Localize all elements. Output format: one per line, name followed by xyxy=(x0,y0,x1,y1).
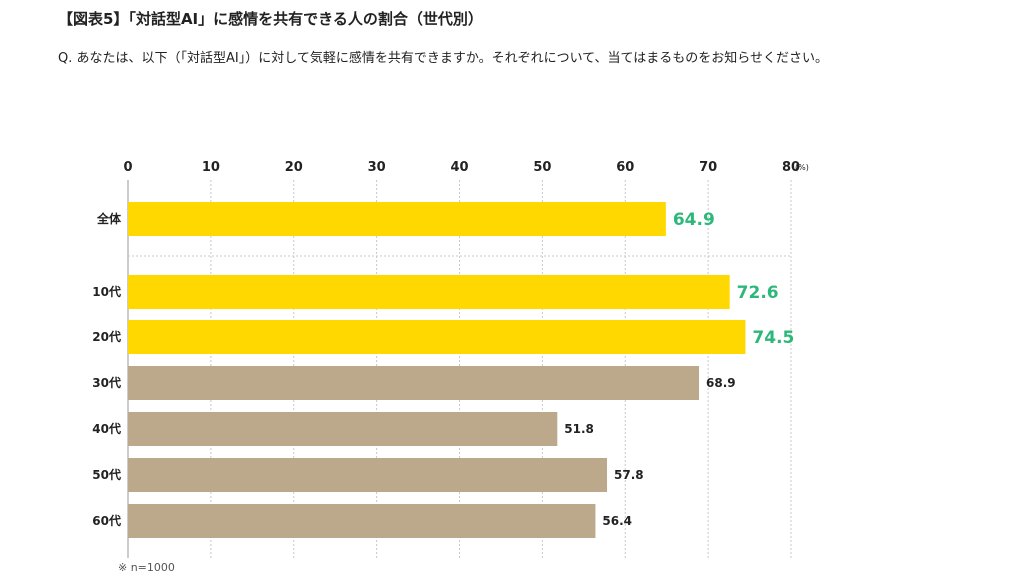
bar xyxy=(128,275,730,309)
category-label: 30代 xyxy=(92,375,121,390)
category-label: 50代 xyxy=(92,467,121,482)
x-tick-label: 50 xyxy=(533,160,551,175)
x-tick-label: 60 xyxy=(616,160,634,175)
category-label: 全体 xyxy=(96,211,122,226)
bar xyxy=(128,458,608,492)
bar xyxy=(128,412,558,446)
category-label: 20代 xyxy=(92,329,121,344)
bar xyxy=(128,202,666,236)
x-tick-label: 70 xyxy=(699,160,717,175)
bar xyxy=(128,504,596,538)
data-label: 72.6 xyxy=(737,283,779,303)
x-tick-label: 10 xyxy=(202,160,220,175)
x-tick-label: 80 xyxy=(782,160,800,175)
data-label: 57.8 xyxy=(614,468,644,482)
chart-title: 【図表5】「対話型AI」に感情を共有できる人の割合（世代別） xyxy=(58,10,483,28)
category-label: 60代 xyxy=(92,513,121,528)
bar xyxy=(128,366,700,400)
data-label: 51.8 xyxy=(564,422,594,436)
data-label: 64.9 xyxy=(673,210,715,230)
x-tick-label: 40 xyxy=(450,160,468,175)
data-label: 68.9 xyxy=(706,376,736,390)
x-tick-label: 20 xyxy=(285,160,303,175)
x-tick-label: 30 xyxy=(368,160,386,175)
sample-size-note: ※ n=1000 xyxy=(118,561,175,574)
survey-question: Q. あなたは、以下（「対話型AI」）に対して気軽に感情を共有できますか。それぞ… xyxy=(58,51,829,66)
bar xyxy=(128,320,746,354)
category-label: 40代 xyxy=(92,421,121,436)
x-tick-label: 0 xyxy=(123,160,132,175)
x-axis-unit: (%) xyxy=(795,163,809,172)
data-label: 74.5 xyxy=(752,328,794,348)
category-label: 10代 xyxy=(92,284,121,299)
data-label: 56.4 xyxy=(602,514,632,528)
